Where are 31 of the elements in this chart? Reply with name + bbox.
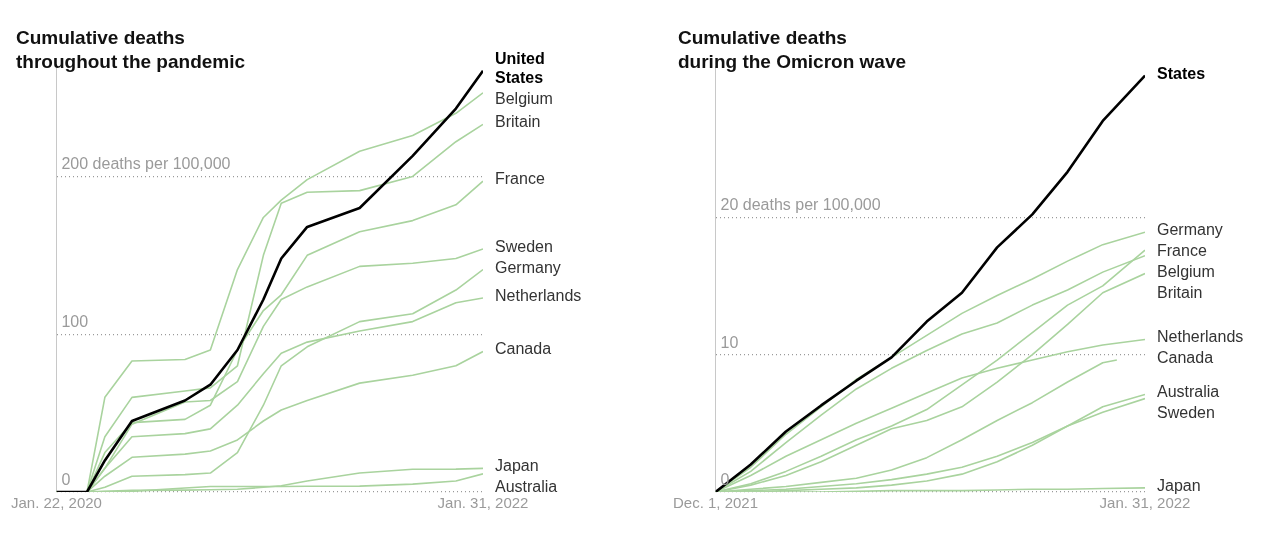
series-label: Australia	[1157, 383, 1220, 401]
series-label: Netherlands	[1157, 328, 1244, 346]
y-tick-label: 100	[61, 313, 89, 331]
series-label: Canada	[495, 340, 552, 358]
series-label: Germany	[1157, 221, 1223, 239]
series-label: Japan	[495, 457, 539, 475]
series-label: France	[495, 170, 545, 188]
chart-title: Cumulative deaths throughout the pandemic	[16, 26, 246, 74]
series-label: United States	[495, 50, 545, 87]
series-label: Britain	[495, 113, 541, 131]
series-label: Japan	[1157, 476, 1201, 494]
series-label: Sweden	[1157, 404, 1215, 422]
series-label: Belgium	[495, 90, 553, 108]
x-tick-label: Dec. 1, 2021	[673, 494, 759, 512]
series-label: France	[1157, 242, 1207, 260]
series-label: Germany	[495, 258, 561, 276]
series-label: Australia	[495, 478, 558, 496]
x-tick-label: Jan. 22, 2020	[10, 494, 102, 512]
x-tick-label: Jan. 31, 2022	[1099, 494, 1191, 512]
y-tick-label: 0	[61, 471, 71, 488]
series-label: Sweden	[495, 237, 553, 255]
y-tick-label: 10	[720, 333, 739, 351]
text: Canada	[1157, 349, 1214, 367]
y-tick-label: 20 deaths per 100,000	[720, 196, 881, 214]
chart-title: Cumulative deaths during the Omicron wave	[678, 26, 908, 74]
series-label: Belgium	[1157, 263, 1215, 281]
series-label: States	[1157, 64, 1206, 82]
x-tick-label: Jan. 31, 2022	[437, 494, 529, 512]
series-label: Netherlands	[495, 286, 582, 304]
series-label: Britain	[1157, 284, 1203, 302]
y-tick-label: 200 deaths per 100,000	[61, 155, 231, 173]
